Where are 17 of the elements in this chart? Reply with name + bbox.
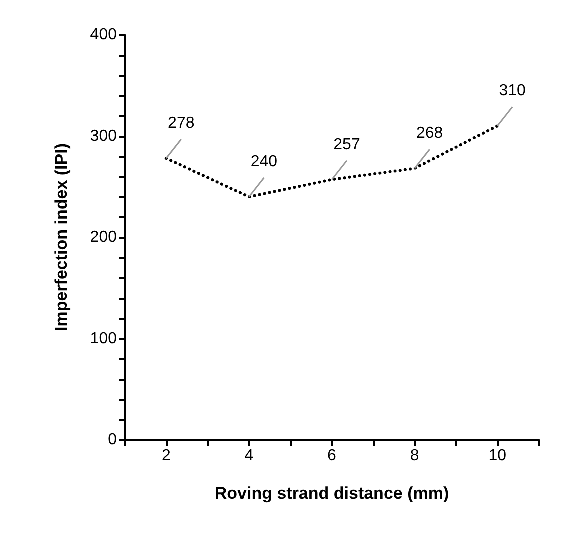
x-tick-label: 4 — [244, 448, 254, 464]
data-label: 310 — [499, 82, 526, 100]
y-tick-label: 100 — [90, 330, 118, 348]
x-tick-label: 6 — [328, 448, 337, 464]
data-label: 240 — [250, 154, 278, 170]
y-tick-label: 0 — [108, 432, 118, 448]
x-tick-label: 10 — [488, 448, 507, 464]
x-axis-title: Roving strand distance (mm) — [214, 484, 450, 503]
x-tick-label: 8 — [410, 448, 420, 464]
y-tick-label: 300 — [90, 128, 118, 145]
data-label: 268 — [416, 125, 444, 142]
y-axis-title: Imperfection index (IPI) — [52, 144, 71, 332]
x-tick-label: 2 — [162, 448, 171, 464]
y-tick-label: 200 — [90, 229, 118, 246]
data-label: 278 — [168, 115, 195, 132]
y-tick-label: 400 — [90, 26, 118, 44]
data-label: 257 — [334, 136, 360, 154]
